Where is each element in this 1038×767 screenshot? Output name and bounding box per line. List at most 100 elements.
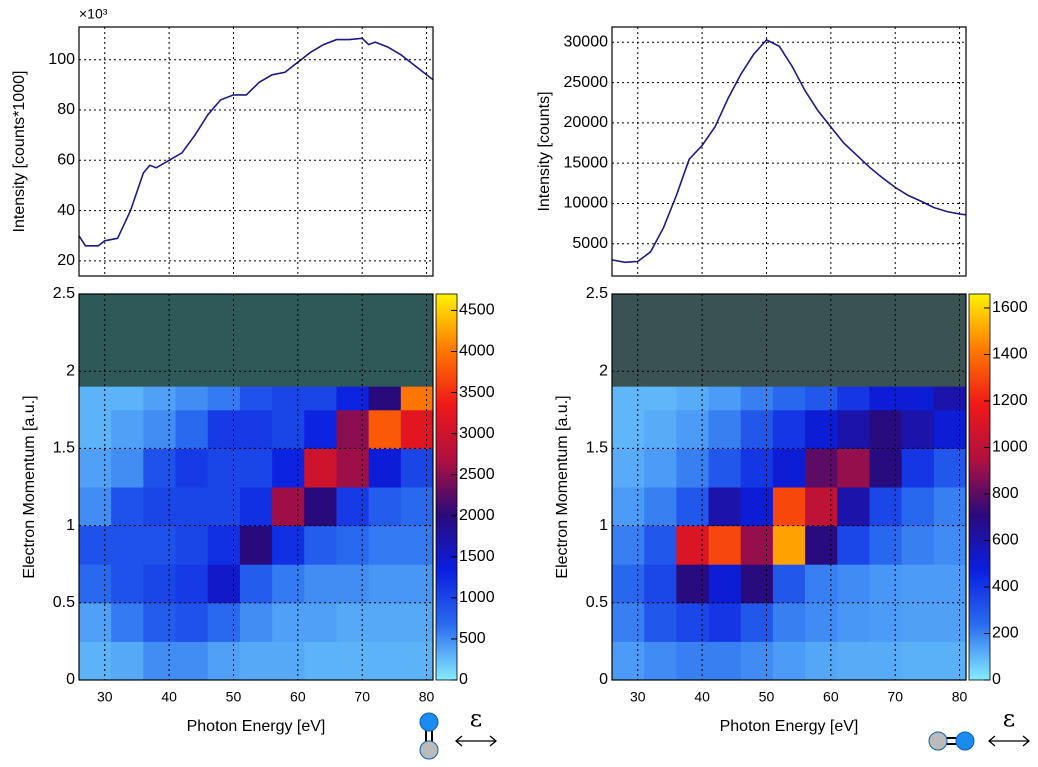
plot-frame	[78, 293, 434, 681]
heatmap-cell	[304, 448, 337, 488]
colorbar-tick-label: 1200	[992, 392, 1028, 409]
y-tick-label: 15000	[564, 154, 609, 171]
heatmap-cell	[304, 525, 337, 565]
heatmap-cell	[676, 525, 710, 565]
x-axis-label: Photon Energy [eV]	[720, 718, 859, 735]
y-axis-label: Intensity [counts]	[536, 91, 553, 211]
heatmap-cell	[612, 564, 645, 604]
colorbar-tick-label: 1400	[992, 346, 1028, 363]
heatmap-cell	[207, 641, 241, 681]
heatmap-cell	[644, 525, 677, 565]
heatmap-cell	[869, 448, 903, 488]
heatmap-cell	[111, 409, 144, 449]
heatmap-cell	[111, 564, 144, 604]
heatmap-cell	[111, 487, 144, 527]
heatmap-cell	[837, 448, 870, 488]
heatmap-cell	[272, 448, 305, 488]
heatmap-cell	[207, 525, 241, 565]
heatmap-cell	[272, 525, 305, 565]
plot-frame	[611, 293, 967, 681]
intensity-line	[78, 37, 434, 247]
y-multiplier: ×10³	[79, 6, 108, 22]
polarization-arrow	[987, 735, 1031, 747]
y-tick-label: 10000	[564, 195, 609, 212]
heatmap-cell	[708, 448, 742, 488]
heatmap-cell	[336, 641, 370, 681]
x-tick-label: 40	[694, 689, 710, 705]
colorbar-tick-label: 500	[459, 630, 486, 647]
heatmap-cell	[901, 525, 935, 565]
colorbar-tick-label: 600	[992, 532, 1019, 549]
heatmap-cell	[400, 409, 434, 449]
y-tick-label: 0	[66, 671, 75, 688]
x-tick-label: 60	[823, 689, 839, 705]
heatmap-cell	[272, 641, 305, 681]
colorbar-tick-label: 3500	[459, 384, 495, 401]
heatmap-cell	[368, 525, 402, 565]
heatmap-cell	[175, 409, 209, 449]
x-tick-label: 80	[952, 689, 968, 705]
heatmap-cell	[612, 525, 645, 565]
x-tick-label: 50	[226, 689, 242, 705]
heatmap-cell	[805, 602, 838, 642]
heatmap-cell	[368, 448, 402, 488]
heatmap-cell	[79, 448, 112, 488]
heatmap-cell	[933, 448, 967, 488]
heatmap-cell	[901, 487, 935, 527]
heatmap-cell	[239, 564, 273, 604]
y-tick-label: 0.5	[53, 594, 75, 611]
heatmap-cell	[772, 448, 806, 488]
heatmap-cell	[368, 602, 402, 642]
heatmap-cell	[676, 448, 710, 488]
heatmap-cell	[272, 602, 305, 642]
heatmap-cell	[644, 487, 677, 527]
heatmap-cell	[740, 641, 774, 681]
heatmap-cell	[805, 448, 838, 488]
heatmap-cell	[304, 487, 337, 527]
heatmap-cell	[143, 641, 177, 681]
heatmap-cell	[805, 409, 838, 449]
heatmap-cell	[676, 409, 710, 449]
heatmap-cell	[175, 641, 209, 681]
heatmap-cell	[612, 448, 645, 488]
colorbar	[435, 293, 458, 681]
heatmap-cell	[933, 641, 967, 681]
heatmap-cell	[336, 448, 370, 488]
heatmap-cell	[143, 525, 177, 565]
x-tick-label: 50	[759, 689, 775, 705]
heatmap-cell	[644, 409, 677, 449]
heatmap-cell	[175, 602, 209, 642]
heatmap-cell	[304, 641, 337, 681]
heatmap-cell	[869, 409, 903, 449]
heatmap-cell	[676, 641, 710, 681]
heatmap-cell	[708, 487, 742, 527]
heatmap-cell	[272, 409, 305, 449]
y-tick-label: 2.5	[586, 285, 608, 302]
heatmap-cell	[708, 641, 742, 681]
heatmap-cell	[708, 525, 742, 565]
heatmap-cell	[676, 564, 710, 604]
heatmap-cell	[400, 525, 434, 565]
heatmap-cell	[368, 641, 402, 681]
colorbar-tick-label: 3000	[459, 425, 495, 442]
y-tick-label: 5000	[572, 235, 608, 252]
heatmap-cell	[175, 525, 209, 565]
colorbar-tick-label: 400	[992, 578, 1019, 595]
heatmap-cell	[175, 564, 209, 604]
heatmap-cell	[708, 602, 742, 642]
heatmap-cell	[143, 564, 177, 604]
heatmap-cell	[837, 409, 870, 449]
heatmap-cell	[933, 525, 967, 565]
y-tick-label: 2	[66, 362, 75, 379]
heatmap-cell	[239, 641, 273, 681]
heatmap-cell	[304, 602, 337, 642]
y-axis-label: Electron Momentum [a.u.]	[554, 395, 571, 578]
heatmap-cell	[933, 602, 967, 642]
y-tick-label: 30000	[564, 34, 609, 51]
heatmap-cell	[612, 409, 645, 449]
heatmap-cell	[79, 641, 112, 681]
heatmap-cell	[708, 409, 742, 449]
heatmap-cell	[111, 641, 144, 681]
heatmap-cell	[175, 487, 209, 527]
